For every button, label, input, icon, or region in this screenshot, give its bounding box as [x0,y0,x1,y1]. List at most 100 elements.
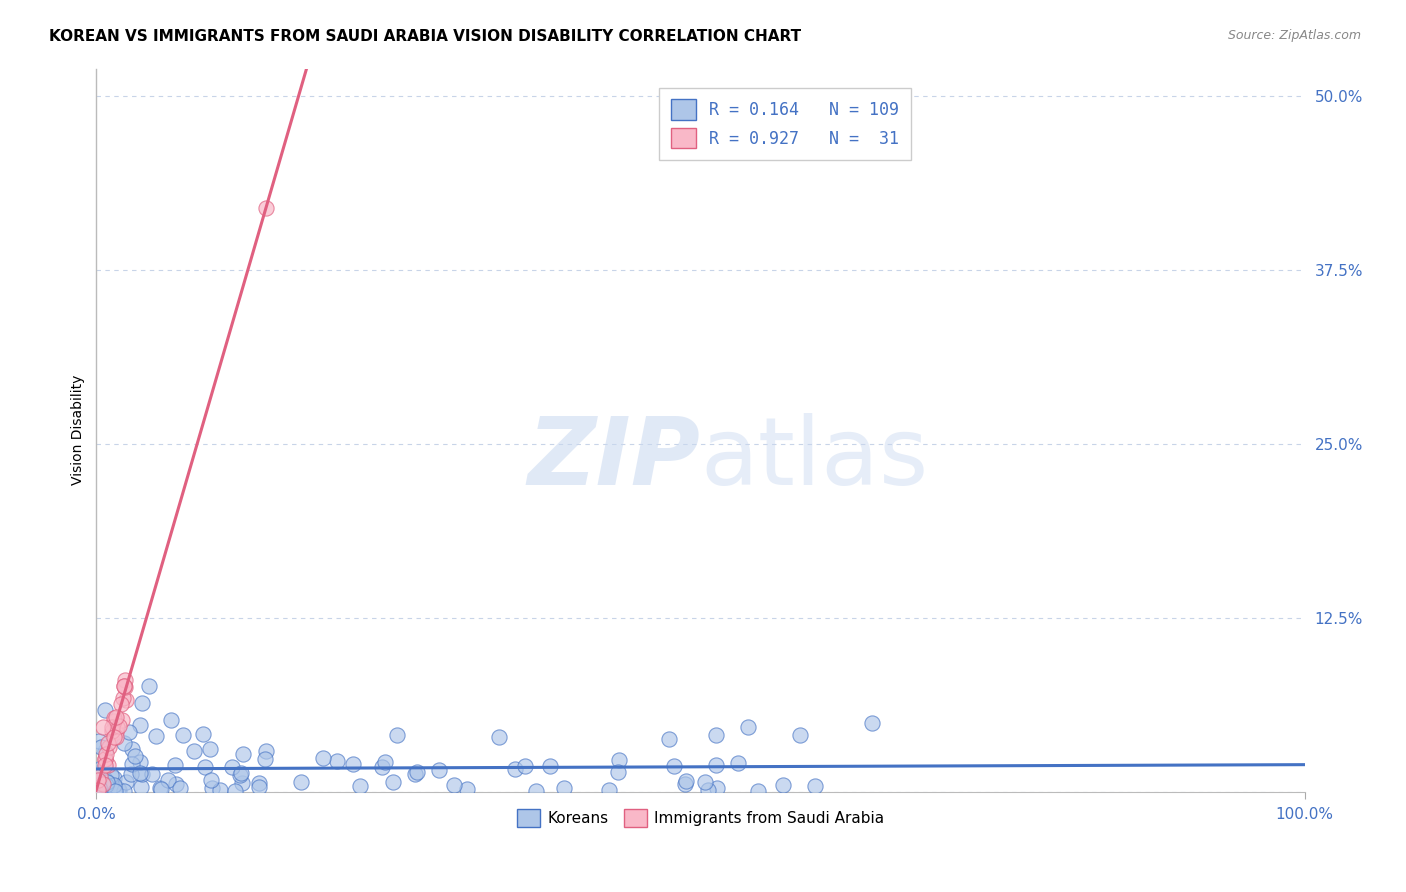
Point [145,729,167,743]
Point [229,766,252,780]
Point [706,781,728,796]
Point [704,728,727,742]
Point [381,774,404,789]
Point [747,783,769,797]
Point [290,774,312,789]
Point [108,783,131,797]
Point [200,742,222,756]
Point [772,778,794,792]
Point [157,773,180,788]
Point [229,768,252,782]
Point [427,763,450,777]
Point [93,772,115,786]
Point [103,771,125,785]
Point [86,765,108,780]
Point [96,775,118,789]
Point [101,783,124,797]
Point [201,780,224,795]
Point [538,759,561,773]
Point [100,768,122,782]
Point [165,757,187,772]
Point [103,711,125,725]
Text: ZIP: ZIP [527,413,700,505]
Point [105,720,128,734]
Point [165,776,187,790]
Point [803,779,825,793]
Point [553,780,575,795]
Point [131,696,153,710]
Point [311,750,333,764]
Point [221,760,243,774]
Point [112,783,135,797]
Point [200,772,222,787]
Point [607,765,630,780]
Point [91,777,114,791]
Point [107,781,129,796]
Point [103,730,125,744]
Point [112,690,135,705]
Point [91,776,114,790]
Point [105,725,128,739]
Text: KOREAN VS IMMIGRANTS FROM SAUDI ARABIA VISION DISABILITY CORRELATION CHART: KOREAN VS IMMIGRANTS FROM SAUDI ARABIA V… [49,29,801,44]
Point [87,782,110,797]
Point [138,679,160,693]
Point [111,713,134,727]
Point [598,782,620,797]
Point [112,736,135,750]
Point [96,775,118,789]
Point [183,744,205,758]
Point [208,782,231,797]
Point [120,766,142,780]
Point [374,756,396,770]
Point [103,714,125,729]
Point [89,769,111,783]
Point [87,773,110,788]
Y-axis label: Vision Disability: Vision Disability [72,375,86,485]
Point [93,760,115,774]
Point [456,782,478,797]
Point [342,756,364,771]
Point [860,715,883,730]
Text: atlas: atlas [700,413,929,505]
Point [90,739,112,754]
Point [254,752,277,766]
Point [503,762,526,776]
Point [385,728,408,742]
Point [727,756,749,770]
Point [371,760,394,774]
Point [93,752,115,766]
Point [658,732,681,747]
Point [114,774,136,789]
Point [110,697,132,711]
Point [488,731,510,745]
Point [118,725,141,739]
Point [231,776,253,790]
Point [101,720,124,734]
Point [90,761,112,775]
Point [129,765,152,780]
Point [607,753,630,767]
Point [112,679,135,693]
Point [96,778,118,792]
Point [114,693,136,707]
Point [89,778,111,792]
Point [87,772,110,787]
Point [93,744,115,758]
Point [97,739,120,754]
Point [662,759,685,773]
Point [101,779,124,793]
Point [121,757,143,772]
Point [159,713,181,727]
Point [114,673,136,687]
Point [107,719,129,733]
Point [149,781,172,796]
Point [232,747,254,761]
Point [405,764,427,779]
Point [104,731,127,745]
Point [131,767,153,781]
Point [103,778,125,792]
Point [693,775,716,789]
Point [697,782,720,797]
Point [673,777,696,791]
Point [129,718,152,732]
